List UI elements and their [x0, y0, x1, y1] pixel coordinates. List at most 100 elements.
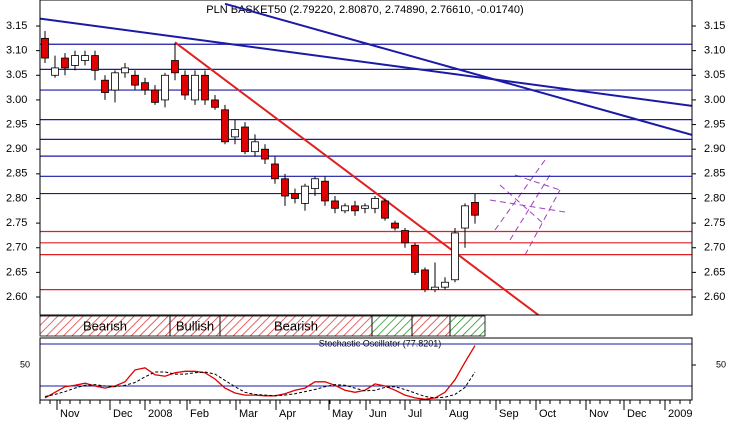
- candle-body: [241, 126, 249, 153]
- x-tick-label: Jul: [408, 408, 422, 420]
- candle-body: [301, 185, 309, 204]
- y-tick-label: 2.60: [6, 291, 27, 303]
- candle-body: [451, 232, 459, 281]
- signal-band: [449, 315, 486, 337]
- signal-band: [411, 315, 451, 337]
- y-tick-label: 2.75: [6, 217, 27, 229]
- candle-body: [251, 141, 259, 153]
- candle-body: [141, 82, 149, 91]
- candle-body: [381, 200, 389, 219]
- y-tick-label: 3.05: [704, 69, 725, 81]
- x-tick-label: Aug: [449, 408, 469, 420]
- y-tick-label: 2.80: [704, 192, 725, 204]
- y-tick-label: 2.65: [704, 266, 725, 278]
- y-tick-label: 2.95: [6, 118, 27, 130]
- candle-body: [391, 222, 399, 229]
- x-tick-label: Sep: [499, 408, 519, 420]
- x-tick-label: 2008: [148, 408, 172, 420]
- x-tick-label: Apr: [279, 408, 296, 420]
- candle-body: [341, 205, 349, 212]
- candle-body: [41, 37, 49, 59]
- x-tick-label: Nov: [60, 408, 80, 420]
- trend-line: [40, 17, 692, 107]
- candle-body: [51, 67, 59, 76]
- candle-body: [401, 230, 409, 244]
- oscillator-line: [44, 371, 476, 399]
- candle-body: [411, 244, 419, 273]
- x-tick-label: Oct: [539, 408, 556, 420]
- oscillator-frame: [39, 337, 693, 401]
- y-tick-label: 2.90: [704, 143, 725, 155]
- y-tick-label: 2.70: [704, 242, 725, 254]
- candle-body: [191, 74, 199, 101]
- candle-body: [311, 178, 319, 190]
- x-tick-label: Nov: [589, 408, 609, 420]
- y-tick-label: 2.90: [6, 143, 27, 155]
- x-tick-label: May: [332, 408, 353, 420]
- candle-body: [91, 55, 99, 71]
- candle-body: [281, 178, 289, 197]
- candle-body: [101, 79, 109, 93]
- candle-body: [211, 99, 219, 108]
- candle-body: [291, 193, 299, 199]
- signal-band-label: Bearish: [83, 318, 127, 333]
- signal-band: [371, 315, 413, 337]
- candle-body: [201, 74, 209, 101]
- candle-body: [471, 202, 479, 216]
- candle-body: [431, 286, 439, 291]
- y-tick-label: 3.00: [6, 94, 27, 106]
- plot-frame: [39, 0, 693, 316]
- y-tick-label: 3.05: [6, 69, 27, 81]
- candle-body: [331, 200, 339, 209]
- y-tick-label: 3.00: [704, 94, 725, 106]
- candle-body: [371, 198, 379, 209]
- x-tick-label: Feb: [190, 408, 209, 420]
- y-tick-label: 2.85: [6, 168, 27, 180]
- candle-body: [441, 281, 449, 288]
- candle-body: [61, 57, 69, 69]
- x-tick-label: Mar: [239, 408, 258, 420]
- candle-body: [161, 74, 169, 101]
- signal-band-label: Bearish: [274, 318, 318, 333]
- plot-area: [40, 2, 692, 315]
- y-tick-label: 3.15: [704, 20, 725, 32]
- x-tick-label: 2009: [668, 408, 692, 420]
- candle-body: [71, 55, 79, 66]
- y-tick-label: 3.15: [6, 20, 27, 32]
- candle-body: [131, 74, 139, 86]
- x-tick-label: Jun: [369, 408, 387, 420]
- candle-body: [271, 163, 279, 180]
- oscillator-line: [44, 345, 476, 400]
- y-tick-label: 50: [716, 359, 726, 369]
- candle-body: [151, 89, 159, 103]
- y-tick-label: 3.10: [704, 45, 725, 57]
- candle-body: [111, 72, 119, 91]
- chart-title: PLN BASKET50 (2.79220, 2.80870, 2.74890,…: [206, 4, 523, 16]
- candle-body: [321, 180, 329, 202]
- candle-body: [351, 205, 359, 212]
- y-tick-label: 2.75: [704, 217, 725, 229]
- x-tick-label: Dec: [113, 408, 133, 420]
- trend-line: [224, 2, 692, 136]
- candle-body: [361, 205, 369, 209]
- candle-body: [461, 205, 469, 229]
- candle-body: [421, 269, 429, 291]
- y-tick-label: 2.65: [6, 266, 27, 278]
- y-tick-label: 2.80: [6, 192, 27, 204]
- candle-body: [81, 55, 89, 61]
- candle-body: [171, 60, 179, 74]
- y-tick-label: 2.95: [704, 118, 725, 130]
- candle-body: [181, 74, 189, 96]
- drawing-tool: [489, 159, 566, 256]
- y-tick-label: 2.70: [6, 242, 27, 254]
- x-tick-label: Dec: [627, 408, 647, 420]
- candle-body: [221, 109, 229, 143]
- candle-body: [261, 148, 269, 160]
- candle-body: [121, 67, 129, 74]
- signal-band-label: Bullish: [176, 318, 214, 333]
- y-tick-label: 3.10: [6, 45, 27, 57]
- oscillator-title: Stochastic Oscillator (77.8201): [319, 338, 442, 348]
- y-tick-label: 2.60: [704, 291, 725, 303]
